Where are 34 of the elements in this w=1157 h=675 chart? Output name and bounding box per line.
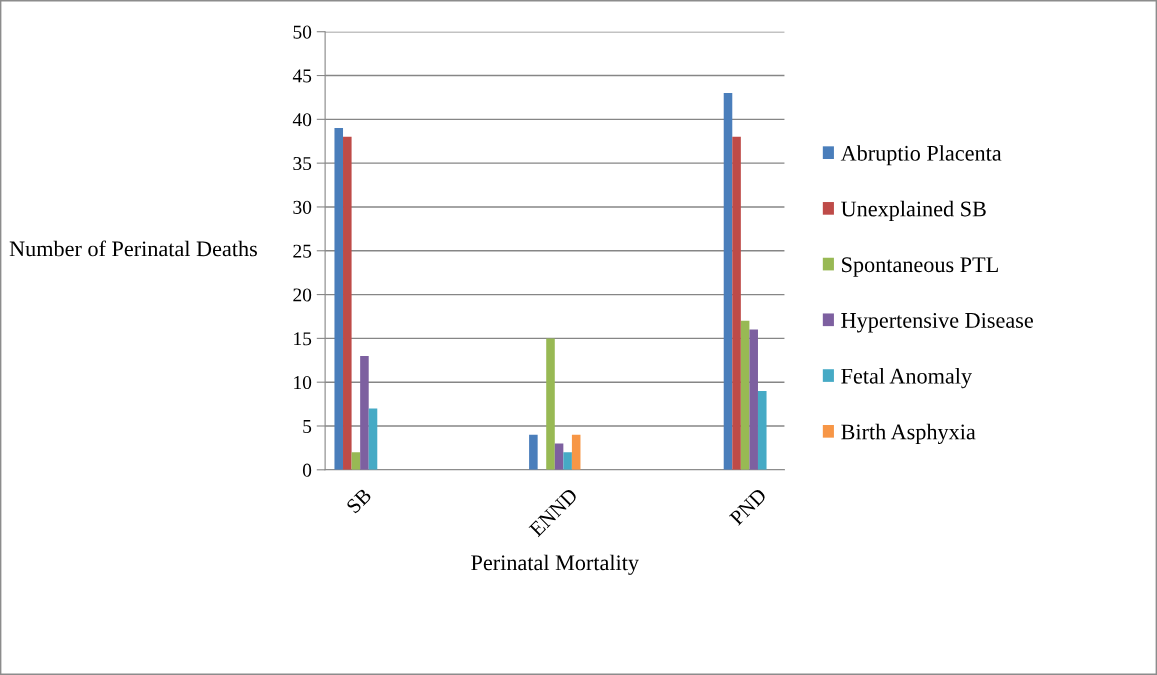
legend-label: Birth Asphyxia (841, 423, 976, 445)
bar (368, 408, 378, 470)
bar (749, 329, 758, 470)
bar (546, 338, 555, 470)
bar (529, 434, 538, 470)
legend-label: Abruptio Placenta (840, 145, 1002, 166)
y-tick-label: 10 (294, 376, 312, 390)
legend-label: Unexplained SB (841, 200, 986, 221)
y-tick-label: 40 (292, 113, 312, 127)
legend-label: Hypertensive Disease (841, 312, 1033, 333)
y-tick-label: 0 (302, 463, 312, 477)
y-tick-label: 50 (293, 25, 312, 39)
bar (343, 136, 352, 470)
bar (334, 128, 344, 470)
y-tick-label: 5 (303, 420, 312, 433)
bar (757, 390, 767, 470)
x-axis-title: Perinatal Mortality (471, 554, 639, 575)
y-axis-title: Number of Perinatal Deaths (9, 240, 257, 257)
bar (563, 452, 572, 470)
y-tick-label: 45 (292, 69, 312, 83)
bar (740, 320, 750, 470)
y-tick-label: 30 (293, 200, 312, 214)
bar (732, 136, 741, 470)
legend-label: Fetal Anomaly (841, 368, 972, 389)
y-tick-label: 15 (294, 332, 312, 346)
bar (571, 434, 581, 470)
bar (723, 93, 733, 470)
bar (360, 355, 369, 470)
x-tick-label: SB (345, 487, 373, 514)
y-tick-label: 20 (293, 288, 312, 302)
y-tick-label: 35 (293, 157, 312, 171)
bar (351, 452, 361, 470)
y-tick-label: 25 (293, 244, 312, 258)
legend-label: Spontaneous PTL (842, 257, 998, 277)
